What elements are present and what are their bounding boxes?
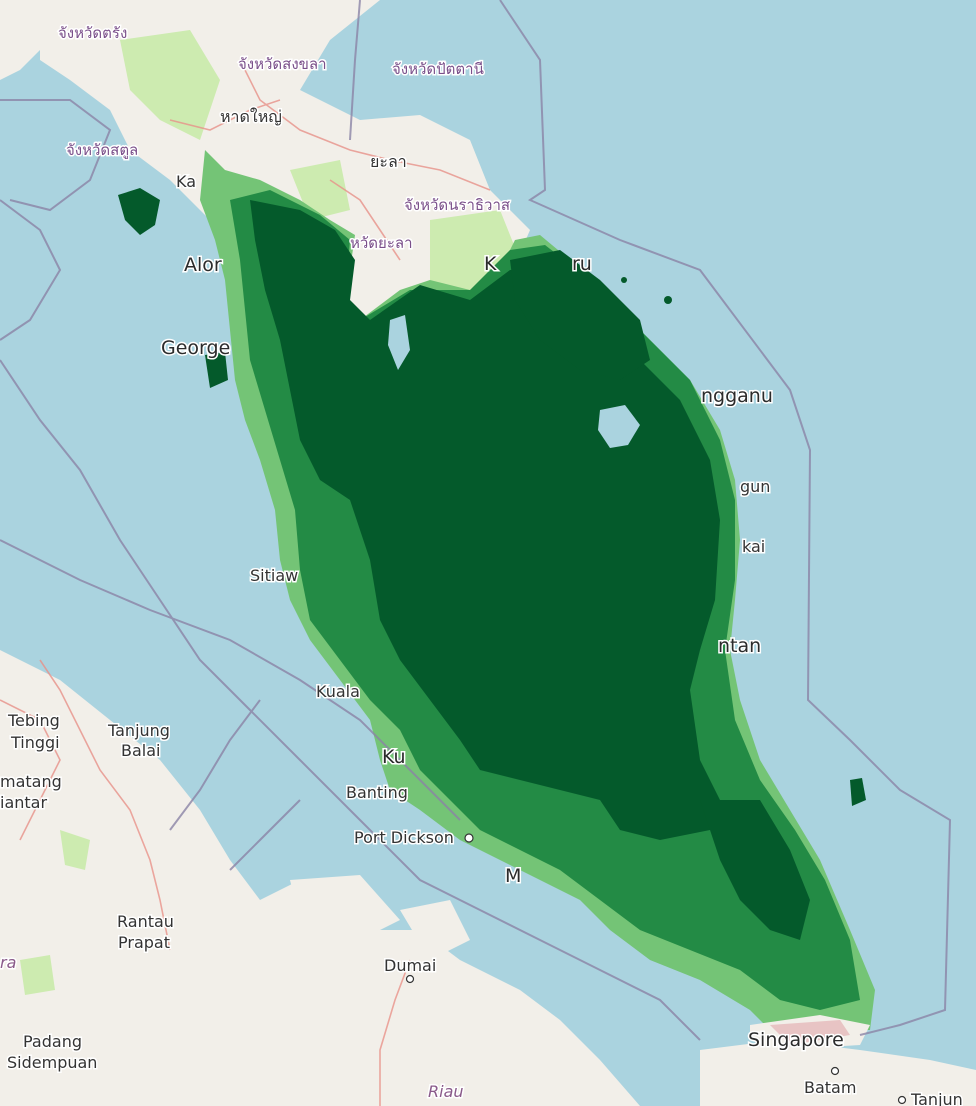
sumatra-island-1	[290, 875, 400, 940]
label-kuantan[interactable]: ntan	[717, 634, 763, 659]
tanjung-pinang-dot	[897, 1095, 907, 1105]
label-ra[interactable]: ra	[0, 952, 18, 974]
sumatra-landmass	[0, 650, 640, 1106]
sumatra-park	[60, 830, 90, 870]
label-kertih[interactable]: kai	[741, 536, 767, 558]
label-padang-2[interactable]: Sidempuan	[6, 1052, 99, 1074]
label-pattani[interactable]: จังหวัดปัตตานี	[391, 59, 486, 80]
label-riau[interactable]: Riau	[427, 1081, 466, 1103]
tioman-island	[850, 778, 866, 806]
dumai-dot	[405, 974, 415, 984]
label-banting[interactable]: Banting	[345, 782, 410, 804]
singapore-urban	[770, 1020, 850, 1045]
kenyir-lake	[598, 405, 640, 448]
label-kuala-selangor[interactable]: Kuala	[315, 681, 362, 703]
label-kota-bharu-tail[interactable]: ru	[571, 252, 594, 277]
label-tanjung-balai-2[interactable]: Balai	[120, 740, 162, 762]
label-pematang-1[interactable]: matang	[0, 771, 63, 793]
malaysia-forest-dense-south	[700, 800, 810, 940]
langkawi-island	[118, 188, 160, 235]
label-dungun[interactable]: gun	[739, 476, 772, 498]
label-terengganu[interactable]: ngganu	[700, 384, 775, 409]
label-rantau-2[interactable]: Prapat	[117, 932, 172, 954]
label-satun[interactable]: จังหวัดสตูล	[65, 140, 140, 161]
label-songkhla[interactable]: จังหวัดสงขลา	[237, 54, 329, 75]
label-klang[interactable]: Ku	[381, 745, 408, 770]
label-port-dickson[interactable]: Port Dickson	[353, 827, 456, 849]
malaysia-forest-dense-ne	[510, 250, 650, 380]
sumatra-park-2	[20, 955, 55, 995]
label-hatyai[interactable]: หาดใหญ่	[219, 106, 284, 128]
label-yala-town[interactable]: ยะลา	[369, 151, 409, 173]
label-tanjung-pinang[interactable]: Tanjun	[909, 1089, 965, 1106]
sumatra-island-2	[400, 900, 470, 960]
label-rantau-1[interactable]: Rantau	[116, 911, 176, 933]
label-narathiwat[interactable]: จังหวัดนราธิวาส	[403, 195, 512, 216]
label-kangar[interactable]: Ka	[175, 171, 198, 193]
thailand-park-1	[120, 30, 220, 140]
label-melaka[interactable]: M	[504, 864, 523, 889]
penang-island	[205, 352, 228, 388]
label-tanjung-balai-1[interactable]: Tanjung	[106, 720, 172, 742]
label-trang[interactable]: จังหวัดตรัง	[57, 23, 129, 44]
label-alor-setar[interactable]: Alor	[183, 253, 224, 278]
port-dickson-dot	[464, 833, 474, 843]
label-pematang-2[interactable]: iantar	[0, 792, 49, 814]
label-padang-1[interactable]: Padang	[22, 1031, 84, 1053]
batam-dot	[830, 1066, 840, 1076]
road-network	[0, 59, 491, 1106]
label-tebing-tinggi-2[interactable]: Tinggi	[9, 732, 62, 754]
thailand-west-coast	[0, 0, 60, 80]
label-batam[interactable]: Batam	[803, 1077, 858, 1099]
temenggor-lake	[388, 315, 410, 370]
label-sitiawan[interactable]: Sitiaw	[249, 565, 300, 587]
island-dot-1	[664, 296, 672, 304]
label-dumai[interactable]: Dumai	[383, 955, 438, 977]
label-kota-bharu[interactable]: K	[483, 252, 499, 277]
label-tebing-tinggi-1[interactable]: Tebing	[6, 710, 62, 732]
island-dot-2	[621, 277, 627, 283]
label-singapore[interactable]: Singapore	[747, 1028, 846, 1053]
label-yala-province[interactable]: หวัดยะลา	[349, 233, 415, 254]
maritime-boundaries	[0, 0, 952, 1041]
label-george-town[interactable]: George	[160, 336, 232, 361]
